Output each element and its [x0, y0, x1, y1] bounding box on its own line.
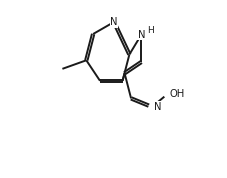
Text: N: N [137, 30, 144, 40]
Text: N: N [153, 102, 161, 112]
Text: OH: OH [168, 90, 183, 100]
Text: N: N [110, 17, 117, 27]
Text: H: H [146, 26, 153, 35]
